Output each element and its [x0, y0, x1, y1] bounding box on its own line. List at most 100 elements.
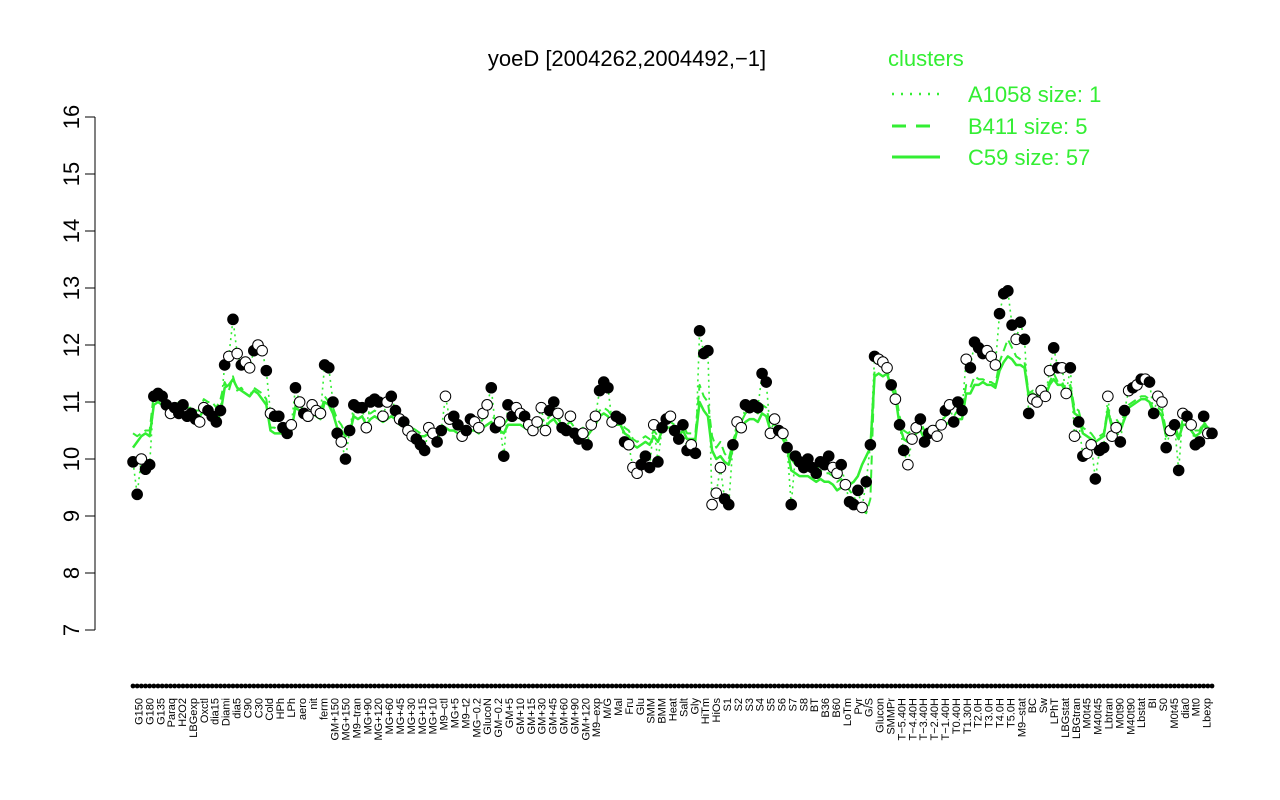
- x-rug-mark: [659, 683, 665, 689]
- x-rug-mark: [1063, 683, 1069, 689]
- x-tick-label: G/S: [864, 698, 876, 717]
- x-rug-mark: [205, 683, 211, 689]
- x-rug-mark: [1180, 683, 1186, 689]
- x-rug-mark: [455, 683, 461, 689]
- x-rug-mark: [972, 683, 977, 689]
- x-rug-mark: [651, 683, 657, 689]
- x-tick-label: S1: [722, 698, 734, 711]
- x-rug-mark: [738, 683, 744, 689]
- data-point: [293, 396, 306, 408]
- x-rug-mark: [1059, 683, 1065, 689]
- x-rug-mark: [1113, 683, 1119, 689]
- data-point: [214, 404, 227, 417]
- x-rug-mark: [630, 683, 636, 689]
- data-point: [1085, 438, 1097, 451]
- data-point: [714, 461, 727, 474]
- x-tick-label: Diami: [221, 698, 233, 726]
- x-tick-label: HiTm: [700, 698, 712, 724]
- x-rug-mark: [409, 683, 415, 689]
- x-rug-mark: [505, 683, 511, 689]
- x-rug-mark: [593, 683, 598, 689]
- x-tick-label: M9–exp: [591, 698, 603, 737]
- x-rug-mark: [251, 683, 257, 689]
- x-rug-mark: [784, 683, 790, 689]
- data-point: [889, 393, 902, 405]
- x-rug-mark: [326, 683, 332, 689]
- x-rug-mark: [222, 683, 228, 689]
- x-rug-mark: [313, 683, 319, 689]
- x-rug-mark: [701, 683, 707, 689]
- x-tick-label: ferm: [319, 698, 331, 720]
- data-point: [497, 450, 510, 462]
- x-tick-label: S4: [755, 698, 767, 711]
- data-point: [1014, 316, 1027, 329]
- data-point: [777, 427, 789, 440]
- data-point: [1018, 333, 1031, 346]
- data-point: [1068, 430, 1081, 443]
- legend-title: clusters: [888, 46, 964, 71]
- x-rug-mark: [622, 683, 627, 689]
- x-rug-mark: [842, 683, 848, 689]
- x-rug-mark: [588, 683, 594, 689]
- x-rug-mark: [530, 683, 536, 689]
- x-rug-mark: [263, 683, 269, 689]
- x-rug-mark: [538, 683, 544, 689]
- data-point: [323, 362, 335, 374]
- x-rug-mark: [751, 683, 757, 689]
- x-tick-label: M9–t2: [460, 698, 472, 729]
- x-rug-mark: [551, 683, 557, 689]
- x-rug-mark: [643, 683, 648, 689]
- data-point: [706, 498, 718, 511]
- x-rug-mark: [826, 683, 832, 689]
- legend-entry-b411: B411 size: 5: [968, 114, 1087, 139]
- x-rug-mark: [884, 683, 890, 689]
- x-rug-mark: [809, 683, 815, 689]
- x-rug-mark: [942, 683, 948, 689]
- x-rug-mark: [147, 683, 153, 689]
- data-point: [589, 410, 602, 423]
- data-point: [460, 424, 473, 437]
- x-rug-mark: [272, 683, 278, 689]
- y-tick-label: 16: [59, 105, 84, 129]
- x-tick-label: M0t45: [1169, 698, 1181, 729]
- x-rug-mark: [234, 683, 240, 689]
- x-rug-mark: [880, 683, 886, 689]
- data-point: [1047, 342, 1060, 354]
- x-rug-mark: [684, 683, 690, 689]
- x-tick-label: Salt: [678, 698, 690, 717]
- y-axis: 7 8 9 10 11 12 13 14 15 16: [59, 105, 96, 636]
- x-tick-label: MG+45: [395, 698, 407, 734]
- x-rug-mark: [1192, 683, 1198, 689]
- x-rug-mark: [480, 683, 486, 689]
- y-tick-label: 14: [59, 219, 84, 243]
- data-point: [835, 458, 848, 471]
- x-tick-label: Glu: [635, 698, 647, 715]
- x-rug-mark: [426, 683, 432, 689]
- x-rug-mark: [1030, 683, 1036, 689]
- x-rug-mark: [197, 683, 203, 689]
- x-rug-mark: [1047, 683, 1052, 689]
- x-rug-mark: [1122, 683, 1127, 689]
- x-rug-mark: [734, 683, 740, 689]
- x-rug-mark: [451, 683, 457, 689]
- data-point: [335, 436, 348, 448]
- x-tick-label: T5.0H: [1005, 698, 1017, 728]
- x-rug-mark: [722, 683, 727, 689]
- x-rug-mark: [776, 683, 782, 689]
- x-rug-mark: [867, 683, 873, 689]
- x-rug-mark: [768, 683, 773, 689]
- x-rug-mark: [1101, 683, 1107, 689]
- data-point: [493, 416, 506, 428]
- x-tick-label: G135: [155, 698, 167, 725]
- x-rug-mark: [801, 683, 807, 689]
- x-tick-label: Lbexp: [1202, 698, 1214, 728]
- x-tick-label: GlucoN: [482, 698, 494, 735]
- x-tick-label: M40t45: [1093, 698, 1105, 735]
- x-tick-label: LBGstat: [1060, 698, 1072, 738]
- data-point: [452, 419, 464, 431]
- x-rug-mark: [759, 683, 765, 689]
- data-point: [639, 450, 652, 462]
- x-rug-mark: [822, 683, 827, 689]
- data-point: [614, 413, 627, 425]
